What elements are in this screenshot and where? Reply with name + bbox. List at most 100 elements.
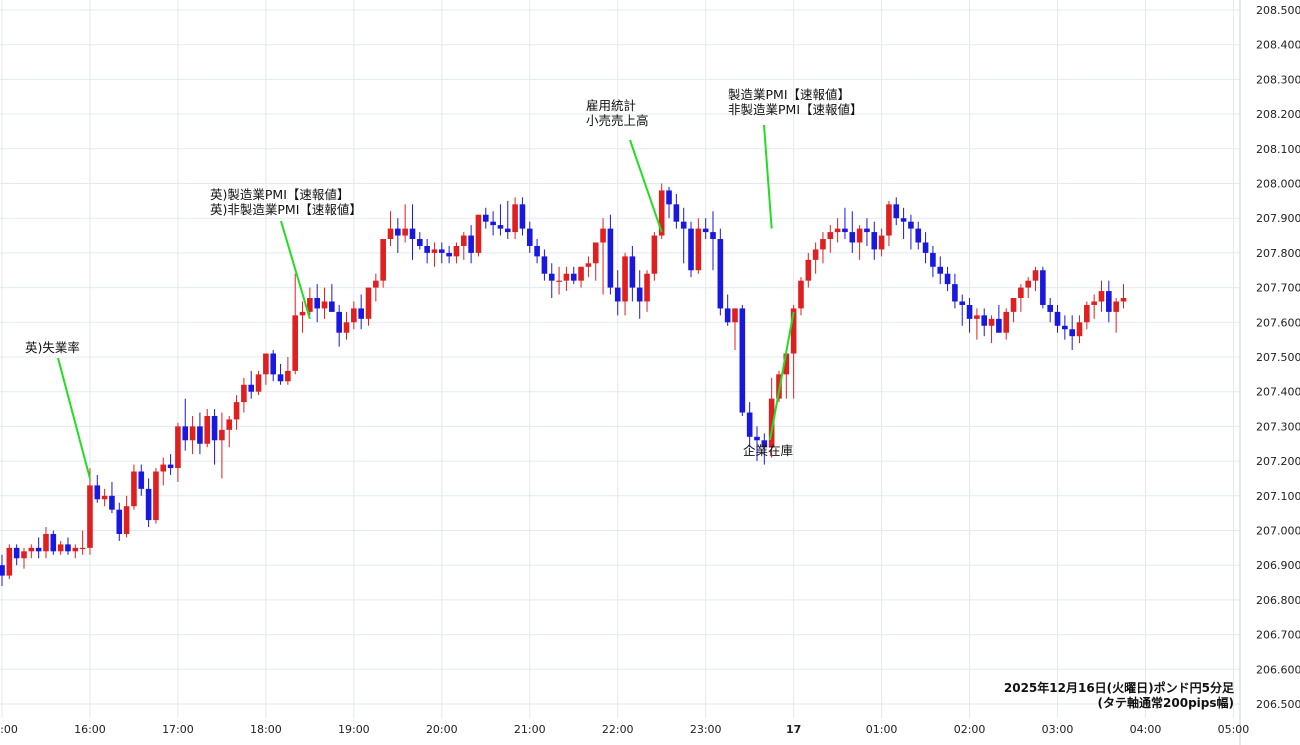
candle-body [871, 232, 878, 250]
candle [937, 256, 944, 285]
candle [65, 537, 71, 555]
candle-body [761, 440, 768, 448]
candle-body [614, 287, 621, 302]
candle-body [1084, 304, 1090, 323]
candle-body [1040, 270, 1046, 305]
candle [189, 415, 196, 455]
candle [255, 370, 262, 396]
candle [439, 242, 445, 264]
candle-body [996, 318, 1002, 333]
candle [87, 468, 93, 555]
candle [131, 464, 137, 510]
candle-body [922, 242, 929, 253]
candle [431, 242, 438, 267]
candle-body [651, 235, 658, 274]
candle [519, 197, 526, 236]
candle-body [43, 533, 49, 552]
candle-body [211, 415, 218, 441]
y-tick-label: 208.400 [1256, 39, 1300, 52]
candle [1062, 315, 1068, 340]
candle-body [1032, 270, 1039, 281]
candle-body [915, 228, 922, 243]
candle-body [658, 190, 665, 236]
candle-body [241, 384, 247, 403]
candle [922, 232, 929, 264]
candle [468, 225, 474, 264]
candle [724, 294, 731, 326]
candle [812, 242, 819, 274]
candle [871, 221, 878, 260]
candle [878, 228, 885, 257]
candle-body [226, 419, 233, 430]
y-tick-label: 207.800 [1256, 247, 1300, 260]
y-tick-label: 207.500 [1256, 351, 1300, 364]
annotation-label: 製造業PMI【速報値】 [728, 87, 850, 102]
candle [673, 193, 680, 229]
candle-body [204, 415, 211, 444]
candle [790, 304, 797, 399]
candle-body [864, 228, 870, 233]
candle-body [1010, 298, 1017, 312]
candle [636, 270, 643, 319]
candle [966, 298, 973, 333]
candle [526, 221, 533, 253]
candle-body [307, 298, 313, 312]
candle [805, 252, 812, 288]
candle [373, 273, 379, 302]
candle-body [827, 232, 834, 240]
candle [688, 221, 694, 278]
candle [72, 544, 79, 559]
candle [1076, 315, 1083, 344]
candle-body [856, 228, 863, 243]
candle-body [952, 284, 958, 302]
candle [307, 287, 313, 316]
candle [1120, 284, 1127, 309]
candle [908, 214, 914, 250]
candle-body [131, 471, 137, 507]
candle [460, 232, 467, 260]
candle-body [395, 228, 401, 236]
candle [893, 197, 900, 226]
candle-body [717, 239, 724, 309]
candle [1025, 277, 1031, 299]
y-tick-label: 206.900 [1256, 559, 1300, 572]
candle [842, 207, 848, 240]
candle-body [886, 204, 892, 236]
candle [6, 544, 13, 580]
y-tick-label: 207.700 [1256, 282, 1300, 295]
candle [981, 308, 988, 337]
candle-body [475, 214, 482, 253]
chart-caption: 2025年12月16日(火曜日)ポンド円5分足 (タテ軸通常200pips幅) [1004, 680, 1234, 710]
candle-body [482, 214, 489, 222]
candle-body [1098, 291, 1105, 302]
candle [153, 468, 159, 524]
candle [28, 544, 35, 559]
candle-body [1062, 325, 1068, 330]
candle-body [145, 488, 152, 521]
candle-body [1069, 329, 1075, 337]
candle [35, 537, 42, 559]
candle [446, 245, 452, 264]
candle-body [263, 353, 269, 375]
candle [329, 284, 335, 312]
candle [219, 412, 225, 479]
candle [666, 186, 672, 219]
price-axis: 208.500 208.400 208.300 208.200 208.100 208.0… [1239, 0, 1300, 745]
candle-body [248, 384, 255, 392]
candle [160, 457, 167, 486]
candle [629, 245, 636, 302]
y-tick-label: 206.600 [1256, 663, 1300, 676]
candle [695, 218, 702, 274]
candle [944, 266, 951, 292]
candle-body [175, 426, 181, 469]
candle [94, 474, 101, 503]
candle [497, 204, 504, 236]
candle [395, 218, 401, 253]
annotation-label: 雇用統計 [586, 98, 636, 113]
candle-body [402, 228, 408, 236]
candle-body [878, 235, 885, 250]
annotation-label: 非製造業PMI【速報値】 [728, 102, 863, 117]
candle-body [1025, 280, 1031, 288]
candle [197, 412, 203, 455]
